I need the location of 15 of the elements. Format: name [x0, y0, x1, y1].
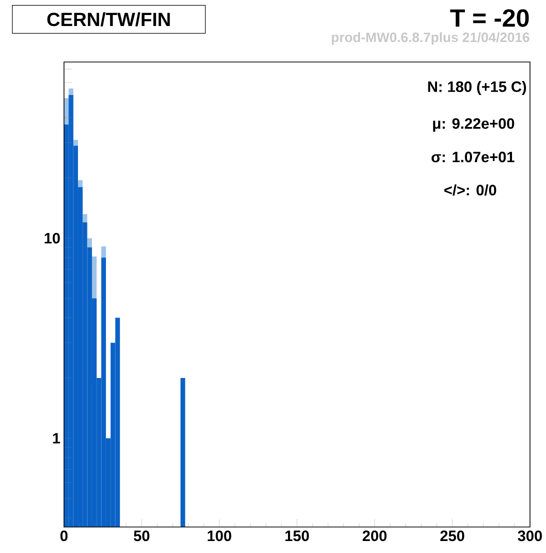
annotation: N: 180 (+15 C) — [428, 81, 526, 95]
y-tick-label: 1 — [53, 433, 60, 444]
x-tick-label: 250 — [440, 530, 464, 542]
x-tick-label: 50 — [134, 530, 150, 542]
x-tick-label: 300 — [518, 530, 542, 542]
text: CERN/TW/FIN — [47, 12, 170, 26]
x-tick-label: 0 — [60, 530, 68, 542]
y-tick-label: 10 — [44, 232, 60, 244]
annotation: </>: 0/0 — [444, 184, 496, 196]
x-tick-label: 150 — [286, 530, 309, 542]
annotation: μ: 9.22e+00 — [433, 118, 514, 132]
annotation: σ: 1.07e+01 — [432, 152, 514, 162]
chart-title: T = -20 — [450, 9, 529, 27]
x-tick-label: 100 — [208, 530, 232, 542]
x-tick-label: 200 — [362, 530, 387, 542]
